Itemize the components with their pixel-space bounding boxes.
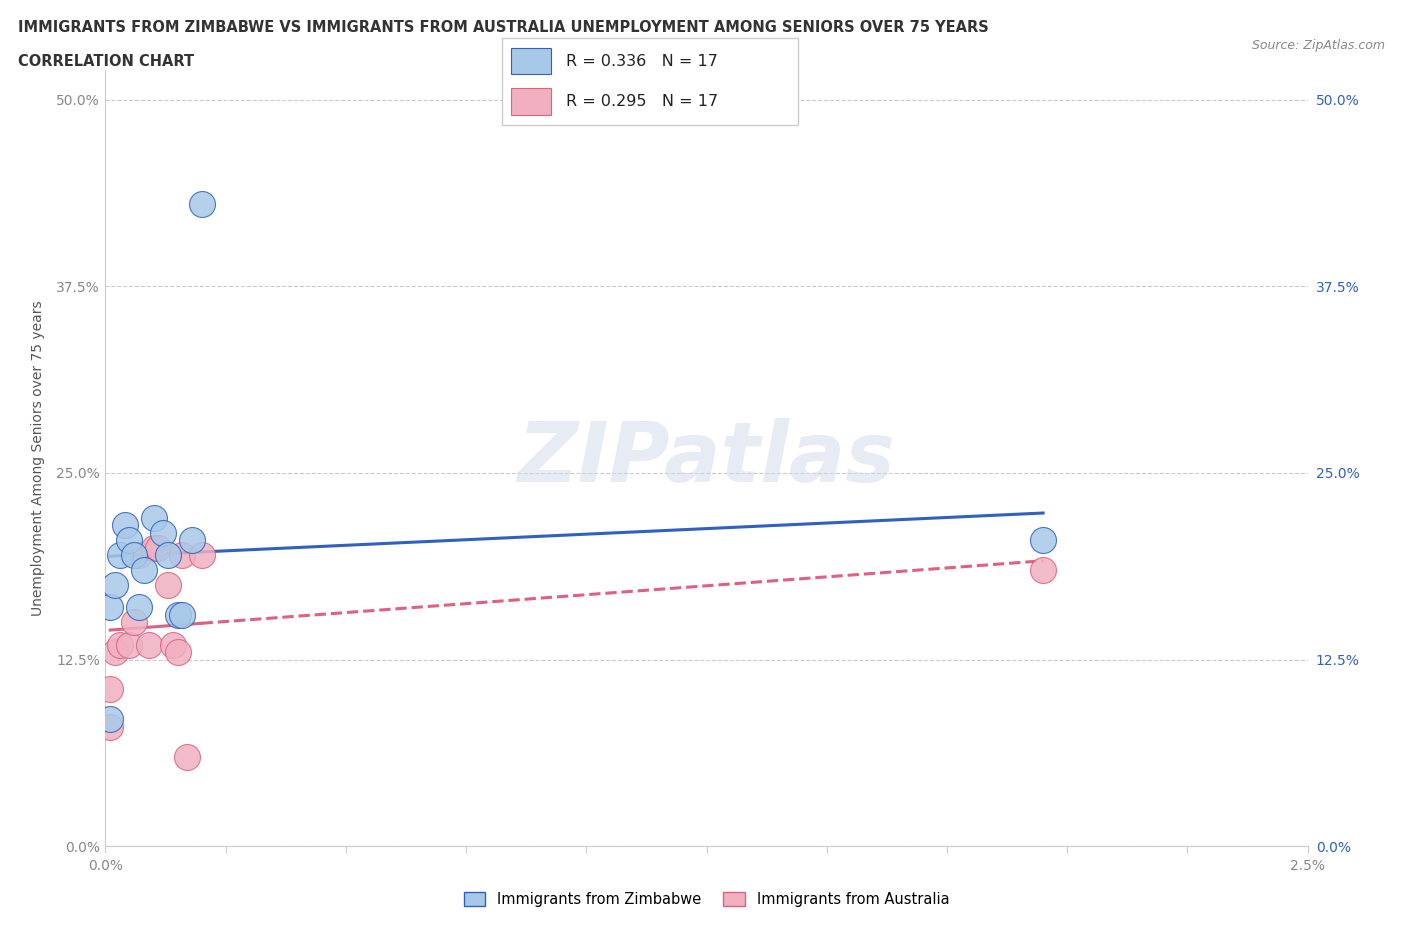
- Point: [108, 637, 131, 652]
- Point: [128, 600, 150, 615]
- Point: [1032, 533, 1054, 548]
- Point: [181, 533, 204, 548]
- Text: R = 0.336   N = 17: R = 0.336 N = 17: [565, 54, 717, 69]
- Point: [98, 712, 121, 727]
- Point: [128, 548, 150, 563]
- Point: [104, 578, 127, 592]
- Text: ZIPatlas: ZIPatlas: [517, 418, 896, 498]
- Text: IMMIGRANTS FROM ZIMBABWE VS IMMIGRANTS FROM AUSTRALIA UNEMPLOYMENT AMONG SENIORS: IMMIGRANTS FROM ZIMBABWE VS IMMIGRANTS F…: [18, 20, 988, 35]
- Point: [98, 720, 121, 735]
- FancyBboxPatch shape: [512, 88, 551, 115]
- Point: [108, 548, 131, 563]
- Point: [166, 644, 188, 659]
- Point: [104, 644, 127, 659]
- Point: [98, 682, 121, 697]
- Point: [1032, 563, 1054, 578]
- Point: [142, 511, 165, 525]
- Point: [132, 563, 155, 578]
- Text: Source: ZipAtlas.com: Source: ZipAtlas.com: [1251, 39, 1385, 52]
- FancyBboxPatch shape: [512, 47, 551, 74]
- Point: [156, 548, 179, 563]
- Point: [118, 637, 141, 652]
- Point: [124, 548, 146, 563]
- Point: [148, 540, 170, 555]
- Point: [98, 600, 121, 615]
- Point: [166, 607, 188, 622]
- Point: [124, 615, 146, 630]
- Point: [162, 637, 184, 652]
- Point: [142, 540, 165, 555]
- Point: [114, 518, 136, 533]
- FancyBboxPatch shape: [502, 38, 799, 125]
- Point: [172, 548, 194, 563]
- Y-axis label: Unemployment Among Seniors over 75 years: Unemployment Among Seniors over 75 years: [31, 300, 45, 616]
- Legend: Immigrants from Zimbabwe, Immigrants from Australia: Immigrants from Zimbabwe, Immigrants fro…: [458, 885, 955, 912]
- Point: [118, 533, 141, 548]
- Point: [176, 750, 198, 764]
- Point: [190, 548, 212, 563]
- Text: CORRELATION CHART: CORRELATION CHART: [18, 54, 194, 69]
- Point: [172, 607, 194, 622]
- Point: [156, 578, 179, 592]
- Point: [138, 637, 160, 652]
- Point: [190, 197, 212, 212]
- Point: [152, 525, 174, 540]
- Text: R = 0.295   N = 17: R = 0.295 N = 17: [565, 94, 717, 109]
